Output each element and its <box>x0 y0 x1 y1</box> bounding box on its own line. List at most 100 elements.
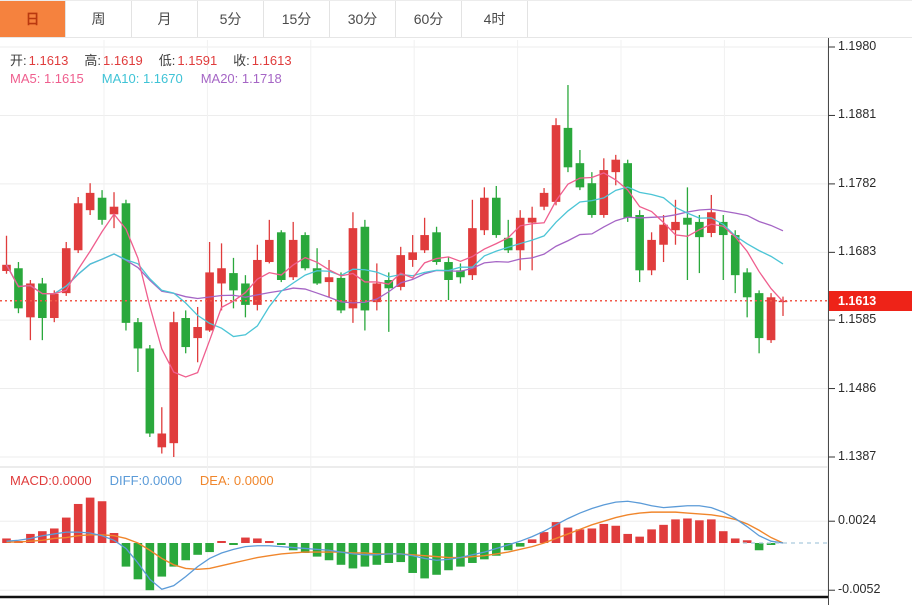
low-value: 1.1591 <box>177 53 218 68</box>
timeframe-tab-30分[interactable]: 30分 <box>330 1 396 37</box>
candle-body <box>193 327 202 339</box>
candle-body <box>157 433 167 448</box>
candle-body <box>169 322 179 444</box>
macd-hist-bar <box>193 543 202 555</box>
macd-hist-bar <box>169 543 179 567</box>
candle-body <box>766 297 776 341</box>
timeframe-tab-60分[interactable]: 60分 <box>396 1 462 37</box>
macd-hist-bar <box>754 543 764 551</box>
candle-body <box>300 235 310 269</box>
price-axis-label: 1.1782 <box>838 175 877 190</box>
macd-hist-bar <box>623 533 632 543</box>
candle-body <box>181 318 190 348</box>
ma-legend: MA5: 1.1615 MA10: 1.1670 MA20: 1.1718 <box>10 71 282 86</box>
macd-hist-bar <box>444 543 453 571</box>
candle-body <box>265 239 274 263</box>
ma10-legend: MA10: 1.1670 <box>101 71 183 86</box>
macd-hist-bar <box>253 538 262 543</box>
macd-hist-bar <box>671 519 680 543</box>
price-axis-label: 1.1683 <box>838 244 877 259</box>
macd-hist-bar <box>49 528 59 543</box>
macd-hist-bar <box>659 524 668 543</box>
candle-body <box>647 239 656 271</box>
macd-hist-bar <box>288 543 298 551</box>
candle-body <box>109 206 119 215</box>
candle-body <box>551 125 561 202</box>
timeframe-tab-5分[interactable]: 5分 <box>198 1 264 37</box>
candle-body <box>420 235 429 251</box>
macd-hist-bar <box>145 543 155 591</box>
macd-hist-bar <box>718 531 728 543</box>
close-value: 1.1613 <box>251 53 292 68</box>
macd-hist-bar <box>384 543 394 563</box>
macd-hist-bar <box>61 517 71 543</box>
macd-hist-bar <box>611 525 621 543</box>
macd-hist-bar <box>456 543 465 567</box>
price-axis-label: 1.1980 <box>838 39 877 53</box>
macd-legend: MACD:0.0000 DIFF:0.0000 DEA: 0.0000 <box>10 473 274 488</box>
candle-body <box>85 192 95 211</box>
candle-body <box>205 272 214 331</box>
candle-body <box>718 221 728 236</box>
candle-body <box>635 215 644 271</box>
ma5-line <box>5 172 784 378</box>
price-axis: 1.1613 1.1980 1.1881 1.1782 1.1683 1.1585 1.1… <box>828 0 912 605</box>
diff-value-legend: DIFF:0.0000 <box>109 473 182 488</box>
timeframe-tab-4时[interactable]: 4时 <box>462 1 528 37</box>
close-label: 收: <box>233 53 250 68</box>
macd-hist-bar <box>109 533 119 543</box>
macd-hist-bar <box>599 523 609 543</box>
current-price-tag: 1.1613 <box>829 291 912 311</box>
candle-body <box>49 293 59 319</box>
candle-body <box>730 235 740 276</box>
candle-body <box>73 203 83 251</box>
candle-body <box>61 248 71 294</box>
candle-body <box>396 255 406 287</box>
candle-body <box>372 283 382 303</box>
candle-body <box>480 197 489 231</box>
macd-hist-bar <box>683 518 692 543</box>
candle-body <box>121 203 131 323</box>
macd-hist-bar <box>635 536 644 543</box>
macd-hist-bar <box>480 543 489 560</box>
high-label: 高: <box>84 53 102 68</box>
macd-value-legend: MACD:0.0000 <box>10 473 92 488</box>
candle-body <box>432 232 441 263</box>
macd-hist-bar <box>695 520 704 543</box>
macd-hist-bar <box>97 501 107 543</box>
candle-body <box>241 283 250 305</box>
price-axis-label: 1.1387 <box>838 449 877 463</box>
ma5-legend: MA5: 1.1615 <box>10 71 84 86</box>
timeframe-tab-周[interactable]: 周 <box>66 1 132 37</box>
candle-body <box>527 217 537 223</box>
macd-hist-bar <box>468 543 477 563</box>
macd-hist-bar <box>491 543 501 556</box>
dea-value-legend: DEA: 0.0000 <box>199 473 274 488</box>
macd-hist-bar <box>265 541 274 543</box>
macd-hist-bar <box>181 543 190 561</box>
macd-hist-bar <box>575 529 585 543</box>
diff-line <box>6 500 784 591</box>
macd-hist-bar <box>730 538 740 543</box>
candle-body <box>599 170 609 216</box>
candle-body <box>659 224 668 245</box>
macd-hist-bar <box>515 543 525 547</box>
candle-body <box>38 283 47 319</box>
candle-body <box>2 264 11 272</box>
candle-body <box>707 212 716 233</box>
candle-body <box>360 226 370 311</box>
candle-body <box>575 163 585 188</box>
macd-hist-bar <box>647 529 656 543</box>
macd-axis-label: -0.0052 <box>838 582 881 597</box>
macd-hist-bar <box>432 543 441 575</box>
timeframe-tab-15分[interactable]: 15分 <box>264 1 330 37</box>
candle-body <box>312 268 322 284</box>
timeframe-tab-月[interactable]: 月 <box>132 1 198 37</box>
candle-body <box>145 348 155 434</box>
candle-body <box>671 221 680 231</box>
low-label: 低: <box>158 53 176 68</box>
macd-hist-bar <box>396 543 406 563</box>
timeframe-tab-日[interactable]: 日 <box>0 1 66 37</box>
candle-body <box>253 259 262 305</box>
